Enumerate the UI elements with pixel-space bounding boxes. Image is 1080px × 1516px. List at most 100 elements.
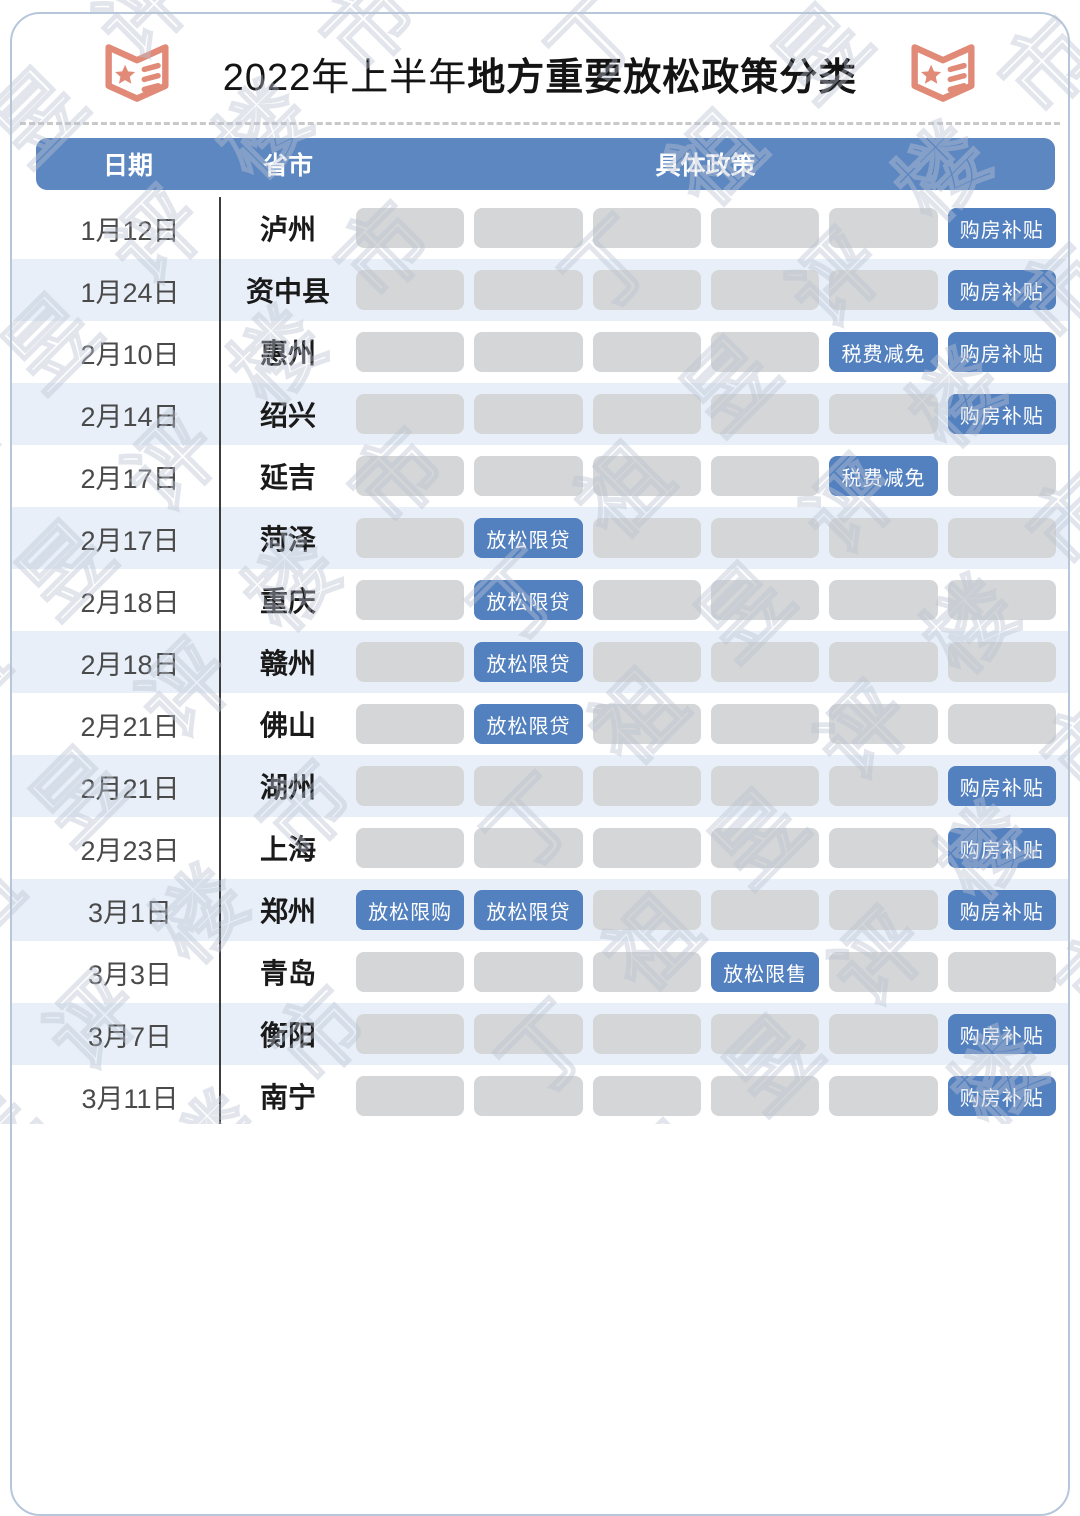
redacted-policy-block	[474, 1014, 583, 1054]
policy-tag: 购房补贴	[947, 270, 1056, 310]
redacted-policy-block	[356, 1014, 465, 1054]
table-row: 2月18日 赣州 放松限贷	[12, 631, 1068, 693]
row-city: 菏泽	[259, 524, 316, 555]
row-city: 南宁	[259, 1082, 316, 1113]
row-date: 2月21日	[80, 773, 180, 804]
redacted-policy-block	[474, 270, 583, 310]
row-policy-cells: 放松限购 放松限贷 购房补贴	[356, 890, 1068, 930]
redacted-policy-block	[829, 1076, 938, 1116]
row-city: 青岛	[259, 958, 316, 989]
redacted-policy-block	[356, 952, 465, 992]
redacted-policy-block	[947, 642, 1056, 682]
policy-tag: 放松限购	[356, 890, 465, 930]
redacted-policy-block	[592, 1014, 701, 1054]
row-city: 赣州	[259, 648, 316, 679]
row-policy-cells: 购房补贴	[356, 1076, 1068, 1116]
row-policy-cells: 购房补贴	[356, 394, 1068, 434]
redacted-policy-block	[356, 642, 465, 682]
redacted-policy-block	[710, 890, 820, 930]
row-city: 上海	[259, 834, 316, 865]
table-row: 2月14日 绍兴 购房补贴	[12, 383, 1068, 445]
column-header-date: 日期	[102, 152, 153, 180]
redacted-policy-block	[356, 332, 465, 372]
redacted-policy-block	[592, 704, 701, 744]
policy-tag: 放松限贷	[474, 642, 583, 682]
redacted-policy-block	[592, 828, 701, 868]
column-header-city: 省市	[262, 152, 313, 180]
redacted-policy-block	[829, 208, 938, 248]
page-title-prefix: 2022年上半年	[222, 56, 468, 99]
redacted-policy-block	[474, 766, 583, 806]
redacted-policy-block	[829, 704, 938, 744]
column-divider-line	[219, 197, 221, 1124]
redacted-policy-block	[474, 828, 583, 868]
redacted-policy-block	[474, 332, 583, 372]
policy-tag: 放松限售	[710, 952, 820, 992]
table-row: 3月11日 南宁 购房补贴	[12, 1065, 1068, 1127]
redacted-policy-block	[474, 208, 583, 248]
redacted-policy-block	[710, 766, 820, 806]
redacted-policy-block	[592, 580, 701, 620]
row-date: 2月17日	[80, 463, 180, 494]
row-date: 2月17日	[80, 525, 180, 556]
row-city: 衡阳	[259, 1020, 316, 1051]
row-date: 2月18日	[80, 649, 180, 680]
redacted-policy-block	[710, 518, 820, 558]
redacted-policy-block	[356, 1076, 465, 1116]
redacted-policy-block	[829, 766, 938, 806]
row-policy-cells: 购房补贴	[356, 208, 1068, 248]
redacted-policy-block	[592, 208, 701, 248]
redacted-policy-block	[829, 890, 938, 930]
redacted-policy-block	[356, 208, 465, 248]
redacted-policy-block	[829, 828, 938, 868]
table-row: 2月21日 佛山 放松限贷	[12, 693, 1068, 755]
policy-tag: 放松限贷	[474, 890, 583, 930]
dashed-separator	[20, 122, 1060, 125]
redacted-policy-block	[356, 394, 465, 434]
policy-tag: 购房补贴	[947, 828, 1056, 868]
redacted-policy-block	[356, 704, 465, 744]
redacted-policy-block	[356, 270, 465, 310]
redacted-policy-block	[947, 518, 1056, 558]
redacted-policy-block	[592, 270, 701, 310]
row-policy-cells: 放松限售	[356, 952, 1068, 992]
row-policy-cells: 放松限贷	[356, 642, 1068, 682]
policy-tag: 购房补贴	[947, 394, 1056, 434]
policy-tag: 购房补贴	[947, 766, 1056, 806]
table-row: 2月23日 上海 购房补贴	[12, 817, 1068, 879]
page-title-emphasis: 地方重要放松政策分类	[467, 56, 858, 99]
redacted-policy-block	[592, 952, 701, 992]
redacted-policy-block	[710, 456, 820, 496]
redacted-policy-block	[829, 580, 938, 620]
row-policy-cells: 购房补贴	[356, 766, 1068, 806]
redacted-policy-block	[356, 456, 465, 496]
policy-tag: 税费减免	[829, 456, 938, 496]
policy-tag: 购房补贴	[947, 1076, 1056, 1116]
row-date: 3月11日	[81, 1083, 179, 1114]
row-date: 2月18日	[80, 587, 180, 618]
redacted-policy-block	[710, 580, 820, 620]
row-city: 资中县	[245, 276, 330, 307]
redacted-policy-block	[829, 518, 938, 558]
table-row: 2月21日 湖州 购房补贴	[12, 755, 1068, 817]
table-row: 3月1日 郑州 放松限购 放松限贷 购房补贴	[12, 879, 1068, 941]
redacted-policy-block	[474, 952, 583, 992]
redacted-policy-block	[592, 456, 701, 496]
open-book-star-icon	[911, 44, 975, 102]
redacted-policy-block	[592, 394, 701, 434]
row-policy-cells: 购房补贴	[356, 828, 1068, 868]
policy-tag: 购房补贴	[947, 1014, 1056, 1054]
row-date: 3月7日	[87, 1021, 173, 1052]
row-city: 延吉	[259, 462, 316, 493]
redacted-policy-block	[710, 394, 820, 434]
redacted-policy-block	[356, 518, 465, 558]
redacted-policy-block	[710, 208, 820, 248]
table-row: 2月18日 重庆 放松限贷	[12, 569, 1068, 631]
policy-tag: 放松限贷	[474, 580, 583, 620]
table-row: 3月7日 衡阳 购房补贴	[12, 1003, 1068, 1065]
redacted-policy-block	[710, 642, 820, 682]
redacted-policy-block	[829, 952, 938, 992]
row-city: 佛山	[259, 710, 316, 741]
redacted-policy-block	[829, 1014, 938, 1054]
table-row: 1月12日 泸州 购房补贴	[12, 197, 1068, 259]
